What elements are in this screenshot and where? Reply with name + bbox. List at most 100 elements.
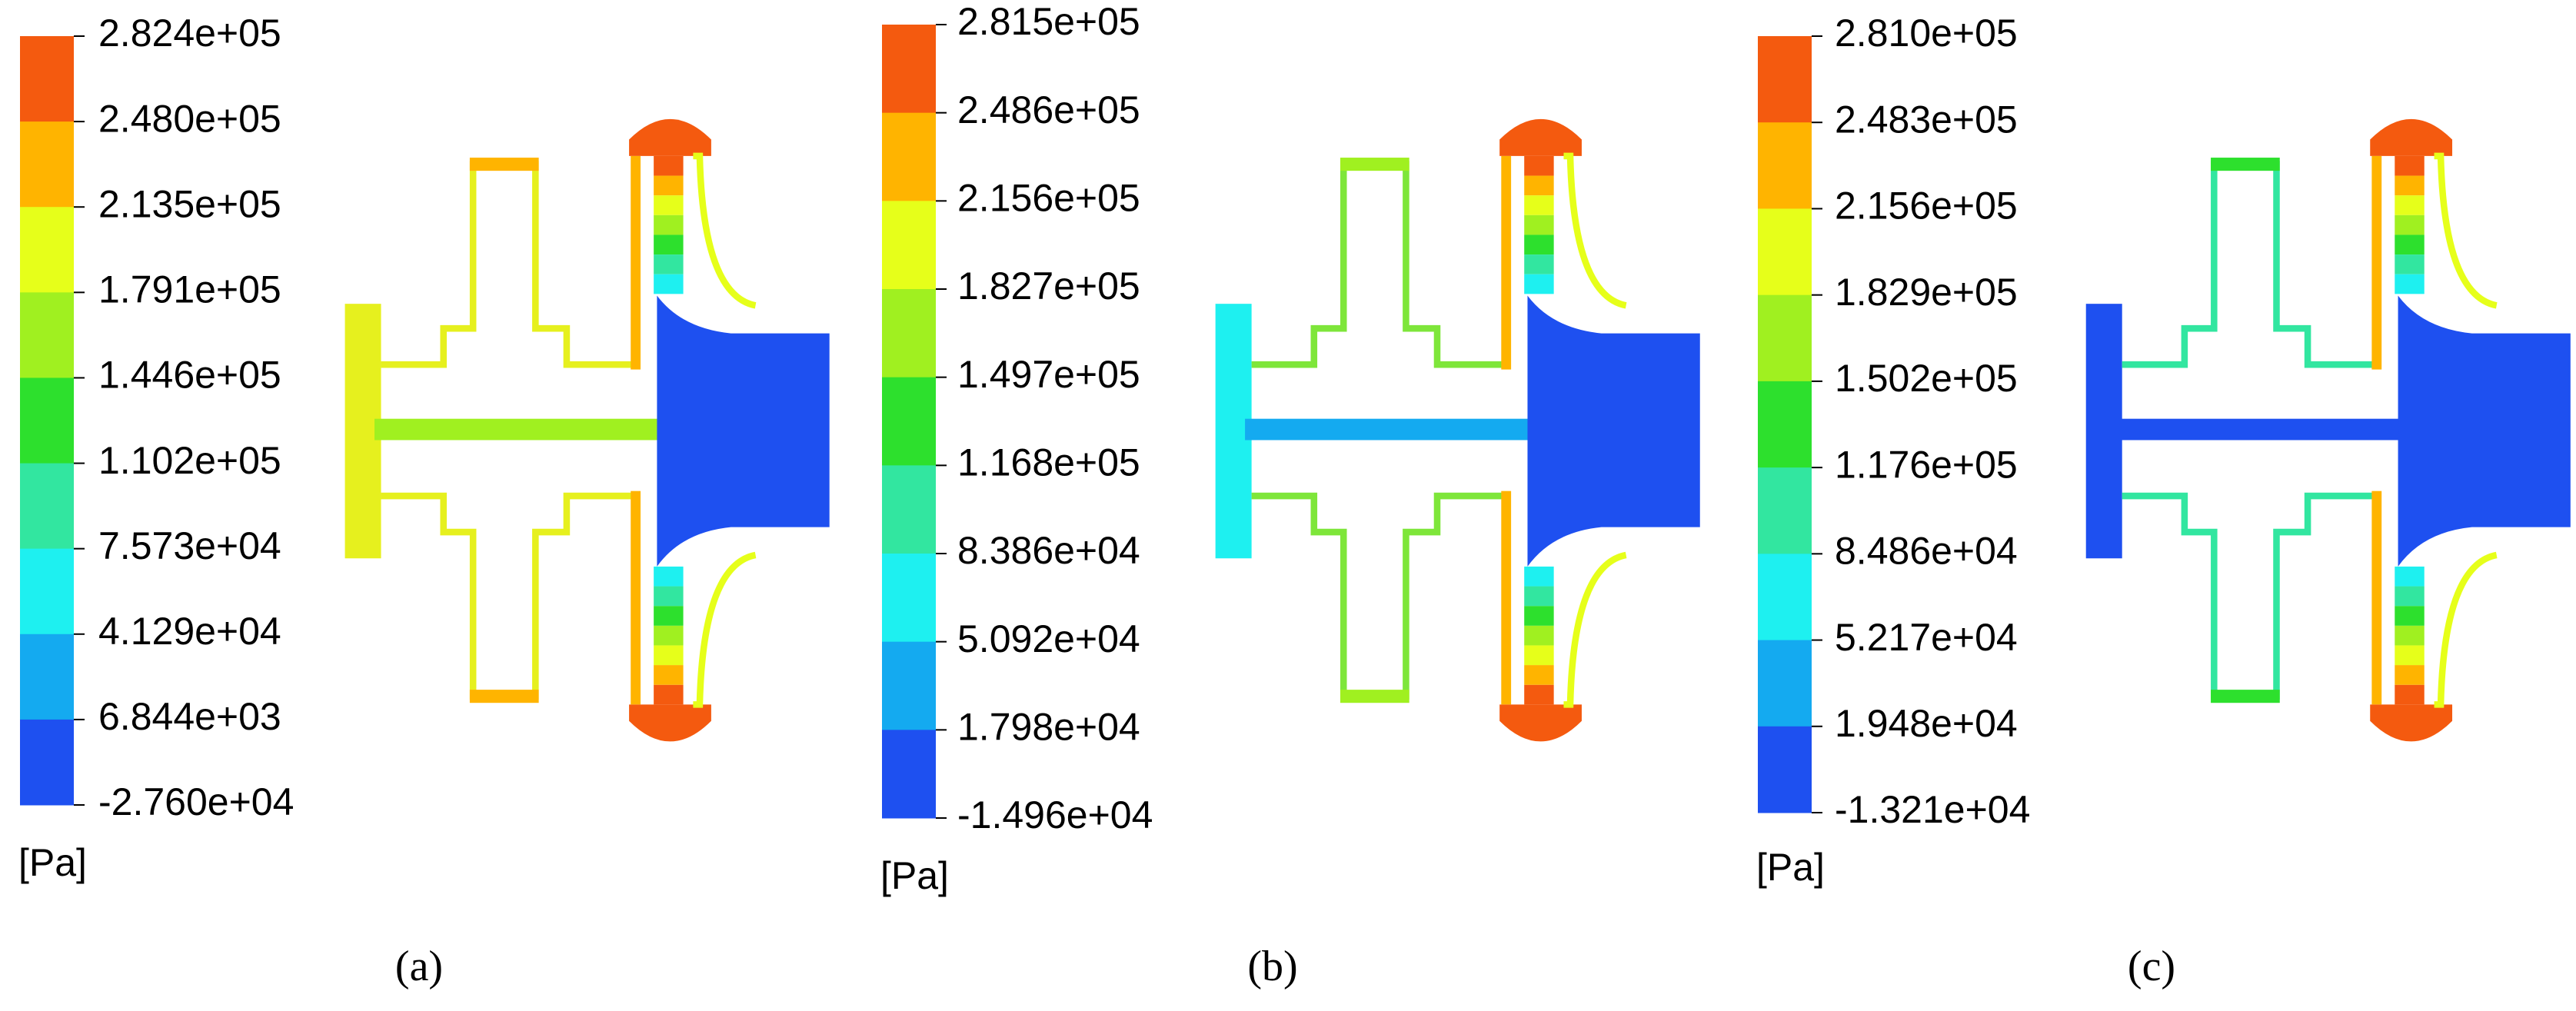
impeller-band — [654, 625, 684, 646]
shroud-curve — [693, 551, 757, 708]
impeller-cap — [2370, 704, 2453, 742]
impeller-band — [1524, 195, 1554, 215]
colorbar-band — [20, 463, 74, 550]
unit-label: [Pa] — [18, 841, 87, 884]
panel-caption: (a) — [395, 943, 443, 990]
impeller-band — [2395, 625, 2425, 646]
impeller-band — [654, 175, 684, 196]
impeller-band — [1524, 215, 1554, 235]
colorbar-label: 2.815e+05 — [957, 0, 1140, 43]
impeller-band — [2395, 234, 2425, 255]
impeller-band — [1524, 625, 1554, 646]
impeller-band — [654, 274, 684, 294]
contour-geometry — [344, 118, 830, 742]
colorbar-band — [1758, 640, 1812, 727]
colorbar-label: 4.129e+04 — [98, 610, 281, 653]
chamber-outline — [2122, 161, 2375, 368]
colorbar-label: 1.176e+05 — [1835, 443, 2018, 486]
impeller-band — [654, 566, 684, 587]
colorbar-band — [20, 377, 74, 464]
colorbar-band — [1758, 294, 1812, 382]
impeller-band — [2395, 645, 2425, 666]
impeller-band — [654, 606, 684, 626]
colorbar-label: 2.135e+05 — [98, 182, 281, 225]
chamber-outline — [2122, 492, 2375, 700]
colorbar-band — [882, 377, 936, 466]
impeller-band — [2395, 155, 2425, 176]
colorbar-label: 2.483e+05 — [1835, 98, 2018, 141]
colorbar-band — [20, 719, 74, 806]
colorbar-label: -1.321e+04 — [1835, 788, 2030, 831]
colorbar-label: 2.480e+05 — [98, 97, 281, 140]
colorbar-band — [1758, 36, 1812, 123]
colorbar-band — [1758, 467, 1812, 554]
colorbar-label: 1.827e+05 — [957, 264, 1140, 308]
impeller-band — [654, 665, 684, 685]
colorbar-band — [20, 36, 74, 122]
contour-geometry — [2085, 118, 2571, 742]
colorbar-label: -2.760e+04 — [98, 780, 294, 823]
colorbar-band — [882, 641, 936, 730]
colorbar-label: 5.217e+04 — [1835, 616, 2018, 659]
colorbar-label: 7.573e+04 — [98, 524, 281, 567]
impeller-band — [2395, 566, 2425, 587]
impeller-band — [654, 155, 684, 176]
impeller-band — [1524, 254, 1554, 274]
unit-label: [Pa] — [1756, 846, 1825, 889]
chamber-outline — [381, 161, 634, 368]
impeller-band — [654, 215, 684, 235]
colorbar-band — [1758, 208, 1812, 296]
shroud-curve — [1563, 152, 1627, 309]
impeller-band — [2395, 215, 2425, 235]
colorbar-label: 8.486e+04 — [1835, 530, 2018, 573]
impeller-wall — [1501, 155, 1512, 370]
colorbar-label: 1.948e+04 — [1835, 702, 2018, 745]
impeller-band — [654, 645, 684, 666]
colorbar-label: 1.168e+05 — [957, 441, 1140, 484]
colorbar-label: 6.844e+03 — [98, 695, 281, 738]
colorbar-band — [882, 554, 936, 643]
chamber-top — [469, 158, 539, 171]
impeller-cap — [629, 118, 711, 156]
impeller-wall — [2371, 491, 2382, 705]
impeller-cap — [629, 704, 711, 742]
impeller-band — [2395, 606, 2425, 626]
impeller-cap — [1499, 704, 1582, 742]
colorbar-band — [20, 121, 74, 208]
colorbar-label: 1.791e+05 — [98, 268, 281, 311]
impeller-wall — [631, 491, 641, 705]
chamber-top — [1340, 158, 1409, 171]
colorbar-label: 2.156e+05 — [1835, 185, 2018, 228]
colorbar-label: 5.092e+04 — [957, 617, 1140, 660]
colorbar-label: 2.156e+05 — [957, 177, 1140, 220]
chamber-top — [2211, 158, 2280, 171]
panel-caption: (b) — [1247, 943, 1297, 990]
impeller-band — [1524, 234, 1554, 255]
shroud-curve — [2434, 152, 2498, 309]
colorbar-label: 8.386e+04 — [957, 529, 1140, 572]
chamber-outline — [1251, 161, 1505, 368]
impeller-cap — [2370, 118, 2453, 156]
colorbar-band — [1758, 554, 1812, 641]
impeller-band — [1524, 155, 1554, 176]
chamber-outline — [1251, 492, 1505, 700]
colorbar-band — [882, 201, 936, 290]
impeller-band — [1524, 566, 1554, 587]
impeller-band — [2395, 586, 2425, 607]
colorbar-label: 1.446e+05 — [98, 354, 281, 397]
outlet-body — [657, 295, 830, 567]
colorbar-band — [882, 289, 936, 378]
colorbar-band — [882, 465, 936, 554]
contour-geometry — [1215, 118, 1700, 742]
impeller-band — [2395, 195, 2425, 215]
colorbar-label: -1.496e+04 — [957, 793, 1153, 836]
colorbar-band — [20, 634, 74, 720]
chamber-top — [2211, 690, 2280, 703]
impeller-wall — [1501, 491, 1512, 705]
unit-label: [Pa] — [880, 854, 949, 897]
impeller-band — [1524, 684, 1554, 705]
impeller-band — [2395, 175, 2425, 196]
impeller-band — [1524, 665, 1554, 685]
colorbar-label: 2.486e+05 — [957, 88, 1140, 131]
